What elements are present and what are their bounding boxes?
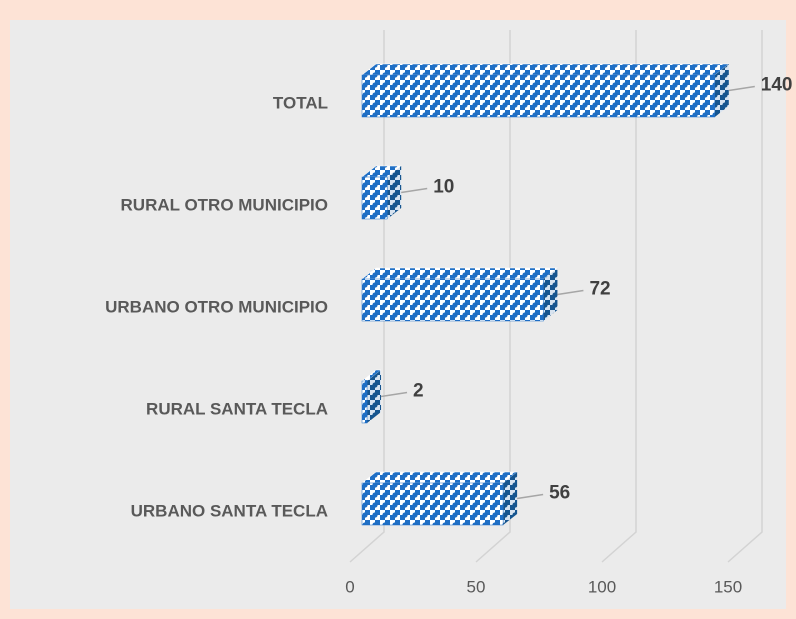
leader-line — [380, 391, 408, 398]
data-label: 72 — [589, 279, 610, 300]
bar — [361, 482, 504, 526]
leader-line — [728, 85, 755, 92]
bar-top — [361, 471, 518, 484]
bar-side — [714, 64, 729, 117]
bar-side — [543, 268, 558, 321]
y-tick-label: TOTAL — [273, 93, 328, 112]
y-tick-label: RURAL OTRO MUNICIPIO — [121, 195, 328, 214]
data-label: 56 — [549, 483, 570, 504]
leader-line — [401, 187, 428, 194]
bar — [361, 74, 716, 118]
grid-line — [475, 30, 511, 563]
data-label: 140 — [761, 75, 793, 96]
x-tick-label: 50 — [467, 577, 486, 596]
grid-line — [727, 30, 763, 563]
data-label: 2 — [413, 381, 424, 402]
x-tick-label: 0 — [345, 577, 354, 596]
leader-line — [517, 493, 544, 500]
bar — [361, 278, 544, 322]
y-tick-label: RURAL SANTA TECLA — [146, 399, 328, 418]
bar-top — [361, 63, 730, 76]
data-label: 10 — [433, 177, 454, 198]
bar-side — [387, 166, 402, 219]
bar-side — [503, 472, 518, 525]
bar-top — [361, 267, 559, 280]
y-tick-label: URBANO OTRO MUNICIPIO — [105, 297, 328, 316]
x-tick-label: 100 — [588, 577, 616, 596]
y-tick-label: URBANO SANTA TECLA — [131, 501, 328, 520]
bar — [361, 176, 388, 220]
bar-side — [367, 370, 382, 423]
grid-line — [601, 30, 637, 563]
x-tick-label: 150 — [714, 577, 742, 596]
bar — [361, 380, 368, 424]
leader-line — [557, 289, 584, 296]
